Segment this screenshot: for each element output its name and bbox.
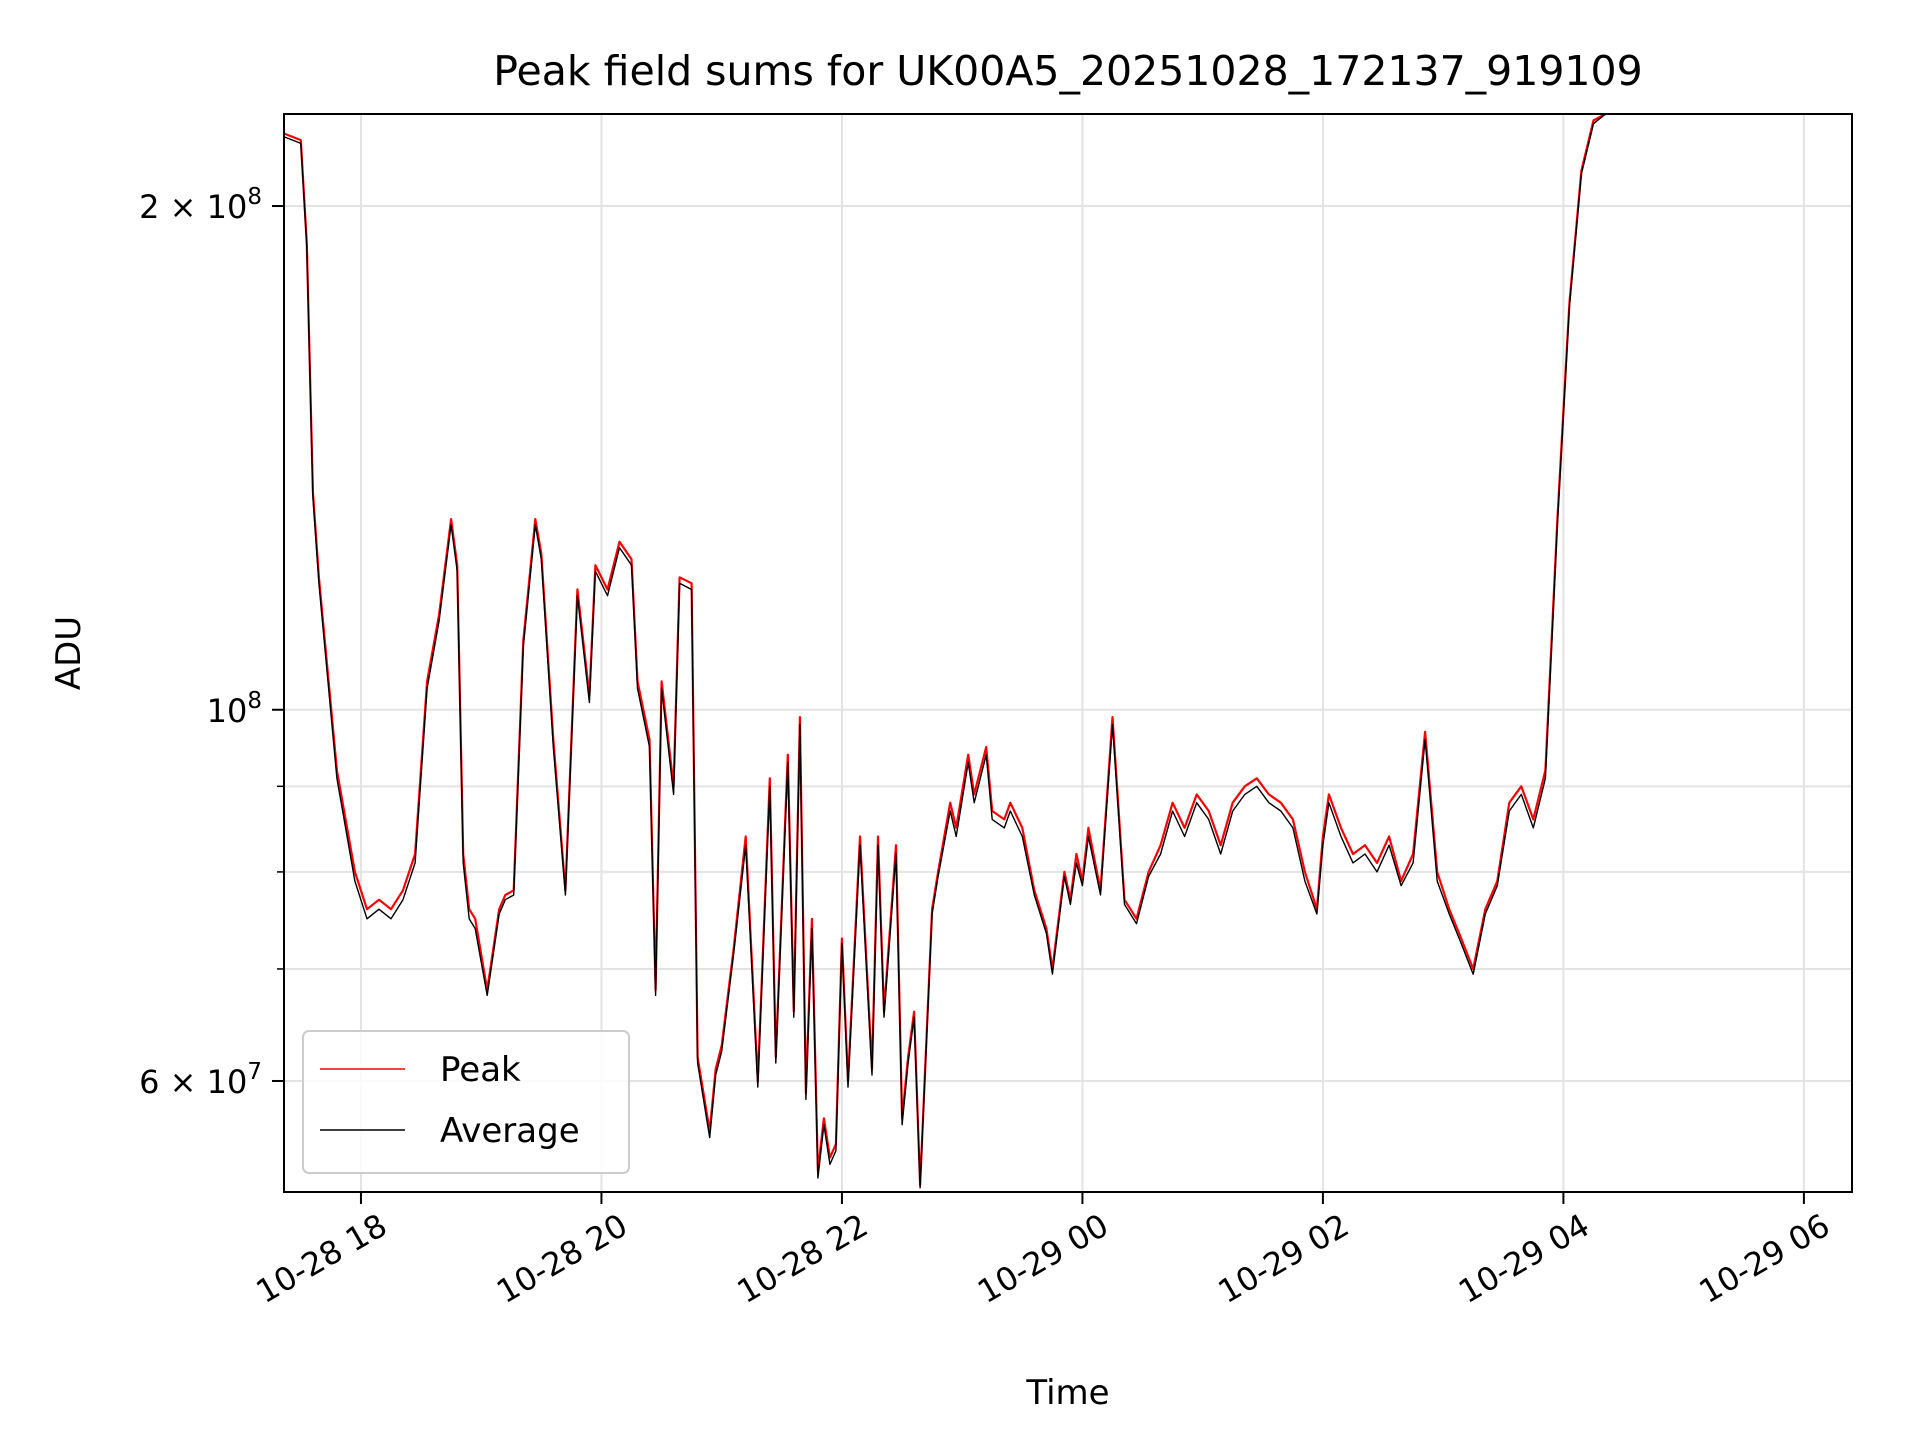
y-tick-mantissa: 10 [207, 692, 248, 730]
y-tick-exponent: 8 [247, 688, 262, 714]
legend-box [302, 1030, 630, 1174]
x-axis-label: Time [1025, 1373, 1109, 1413]
chart-title: Peak field sums for UK00A5_20251028_1721… [493, 47, 1642, 95]
y-tick-label: 6 × 107 [139, 1059, 262, 1101]
y-tick-mantissa: 6 × 10 [139, 1063, 247, 1101]
y-tick-mantissa: 2 × 10 [139, 188, 247, 226]
y-tick-exponent: 8 [247, 184, 262, 210]
legend-label-average: Average [440, 1111, 580, 1151]
y-tick-label: 108 [207, 688, 262, 730]
y-axis-label: ADU [49, 616, 89, 690]
legend-label-peak: Peak [440, 1050, 521, 1090]
data-series [284, 114, 1607, 1189]
legend: Peak Average [302, 1030, 630, 1174]
y-tick-exponent: 7 [247, 1059, 262, 1085]
plot-frame [283, 113, 1853, 1193]
series-line-average [284, 114, 1606, 1189]
y-tick-label: 2 × 108 [139, 184, 262, 226]
